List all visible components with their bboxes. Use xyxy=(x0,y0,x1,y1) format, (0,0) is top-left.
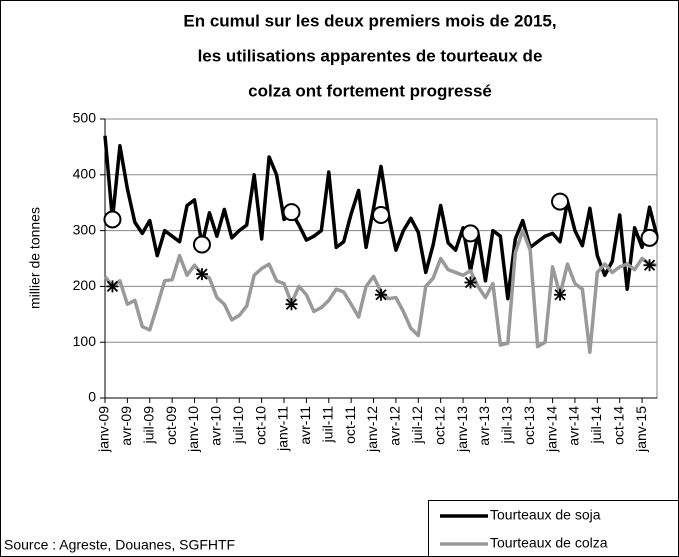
y-tick-label: 500 xyxy=(73,110,97,126)
legend-label: Tourteaux de colza xyxy=(490,535,608,551)
x-tick-label: oct-11 xyxy=(342,406,358,444)
y-tick-label: 400 xyxy=(73,166,97,182)
source: Source : Agreste, Douanes, SGFHTF xyxy=(4,537,235,553)
y-tick-label: 200 xyxy=(73,277,97,293)
x-tick-label: janv-13 xyxy=(454,406,470,453)
series-line xyxy=(103,135,659,301)
x-tick-label: janv-11 xyxy=(275,406,291,452)
marker xyxy=(282,203,301,222)
x-tick-label: oct-10 xyxy=(252,406,268,445)
x-tick-label: oct-14 xyxy=(610,406,626,445)
legend-box xyxy=(428,500,679,557)
x-tick-label: janv-10 xyxy=(185,406,201,453)
legend-label: Tourteaux de soja xyxy=(490,507,601,523)
marker-stroke xyxy=(464,276,477,289)
x-tick-label: janv-12 xyxy=(364,406,380,453)
marker xyxy=(461,224,480,243)
y-tick-label: 300 xyxy=(73,221,97,237)
x-tick-label: oct-12 xyxy=(431,406,447,445)
title-line: les utilisations apparentes de tourteaux… xyxy=(198,46,543,65)
x-tick-label: janv-14 xyxy=(543,406,559,453)
x-tick-label: avr-12 xyxy=(387,406,403,446)
x-tick-label: juil-11 xyxy=(319,406,335,444)
x-tick-label: avr-13 xyxy=(476,406,492,446)
x-tick-label: avr-09 xyxy=(118,406,134,446)
x-tick-label: juil-10 xyxy=(230,406,246,445)
marker xyxy=(375,288,387,301)
marker xyxy=(554,288,567,301)
marker xyxy=(640,228,659,247)
marker xyxy=(464,276,477,289)
x-tick-label: janv-15 xyxy=(633,406,649,453)
x-tick-label: juil-09 xyxy=(140,406,156,445)
x-tick-label: avr-11 xyxy=(297,406,313,445)
x-tick-label: oct-13 xyxy=(521,406,537,445)
x-tick-label: juil-13 xyxy=(499,406,515,445)
x-tick-label: janv-09 xyxy=(96,406,112,453)
marker xyxy=(192,235,211,254)
title-line: colza ont fortement progressé xyxy=(248,81,492,100)
y-axis-label: millier de tonnes xyxy=(27,207,43,309)
plot-area xyxy=(104,118,658,399)
marker-stroke xyxy=(643,259,656,271)
marker xyxy=(551,192,570,211)
x-tick-label: juil-12 xyxy=(409,406,425,445)
title-line: En cumul sur les deux premiers mois de 2… xyxy=(183,11,556,30)
marker xyxy=(195,268,208,281)
x-tick-label: avr-14 xyxy=(566,406,582,446)
marker-stroke xyxy=(106,280,119,293)
y-tick-label: 100 xyxy=(73,333,97,349)
marker xyxy=(372,205,390,224)
marker-stroke xyxy=(285,298,298,310)
marker xyxy=(643,259,656,272)
marker xyxy=(103,210,122,229)
x-tick-label: oct-09 xyxy=(163,406,179,445)
x-tick-label: avr-10 xyxy=(208,406,224,446)
marker xyxy=(285,298,298,311)
x-tick-label: juil-14 xyxy=(588,406,604,445)
marker xyxy=(106,280,119,293)
marker-stroke xyxy=(375,289,387,301)
y-tick-label: 0 xyxy=(88,389,96,405)
marker-stroke xyxy=(554,289,566,301)
marker-stroke xyxy=(196,268,208,280)
